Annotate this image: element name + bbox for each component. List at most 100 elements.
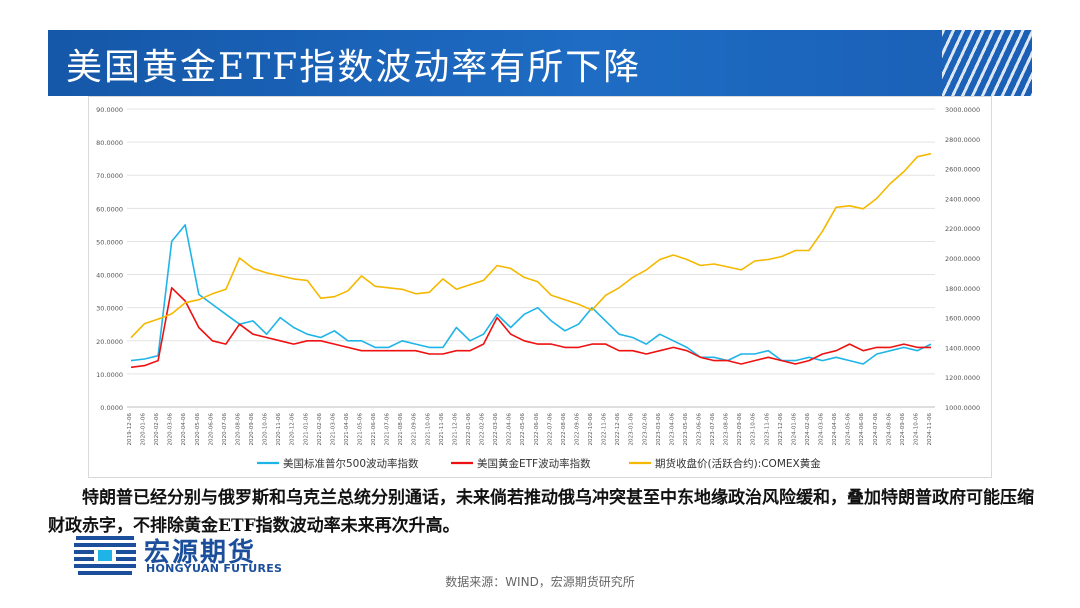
x-tick-label: 2024-01-06 [791, 413, 797, 446]
right-tick-label: 2000.0000 [945, 255, 980, 263]
x-tick-label: 2022-06-06 [534, 413, 540, 446]
x-tick-label: 2023-12-06 [778, 413, 784, 446]
x-tick-label: 2020-12-06 [290, 413, 296, 446]
x-tick-label: 2023-09-06 [737, 413, 743, 446]
comex-gold-line [130, 152, 932, 339]
x-tick-label: 2024-10-06 [913, 413, 919, 446]
page-title: 美国黄金ETF指数波动率有所下降 [66, 47, 642, 88]
right-tick-label: 1000.0000 [945, 404, 980, 412]
right-tick-label: 1600.0000 [945, 315, 980, 323]
logo-mark-icon [74, 536, 136, 575]
x-tick-label: 2020-03-06 [168, 413, 174, 446]
grid-lines [127, 108, 935, 408]
logo-text-en: HONGYUAN FUTURES [146, 562, 283, 575]
x-tick-label: 2020-01-06 [141, 413, 147, 446]
x-tick-label: 2022-10-06 [588, 413, 594, 446]
legend-label: 期货收盘价(活跃合约):COMEX黄金 [655, 457, 821, 470]
x-tick-label: 2020-05-06 [195, 413, 201, 446]
volatility-chart: 0.0000 10.0000 20.0000 30.0000 40.0000 50.000… [96, 106, 980, 470]
series-lines [130, 152, 932, 369]
x-tick-label: 2024-02-06 [805, 413, 811, 446]
x-tick-label: 2023-03-06 [656, 413, 662, 446]
left-tick-label: 20.0000 [96, 338, 123, 346]
x-tick-label: 2020-11-06 [276, 413, 282, 446]
legend-label: 美国黄金ETF波动率指数 [477, 457, 591, 470]
title-bar: 美国黄金ETF指数波动率有所下降 [48, 30, 1032, 96]
x-tick-label: 2021-05-06 [358, 413, 364, 446]
x-axis-ticks: 2019-12-06 2020-01-06 2020-02-06 2020-03-06… [127, 413, 933, 446]
chart-frame: 0.0000 10.0000 20.0000 30.0000 40.0000 50.000… [88, 96, 992, 478]
x-tick-label: 2021-06-06 [371, 413, 377, 446]
x-tick-label: 2020-02-06 [154, 413, 160, 446]
data-source: 数据来源：WIND，宏源期货研究所 [445, 575, 635, 589]
x-tick-label: 2022-01-06 [466, 413, 472, 446]
x-tick-label: 2022-12-06 [615, 413, 621, 446]
x-tick-label: 2024-11-06 [927, 413, 933, 446]
x-tick-label: 2021-08-06 [398, 413, 404, 446]
x-tick-label: 2024-08-06 [886, 413, 892, 446]
x-tick-label: 2021-01-06 [303, 413, 309, 446]
right-axis-ticks: 1000.0000 1200.0000 1400.0000 1600.0000 1800… [945, 106, 980, 412]
x-tick-label: 2022-11-06 [602, 413, 608, 446]
x-tick-label: 2023-10-06 [751, 413, 757, 446]
x-tick-label: 2022-07-06 [547, 413, 553, 446]
x-tick-label: 2024-06-06 [859, 413, 865, 446]
x-tick-label: 2021-07-06 [385, 413, 391, 446]
x-tick-label: 2021-11-06 [439, 413, 445, 446]
right-tick-label: 1200.0000 [945, 374, 980, 382]
left-tick-label: 50.0000 [96, 238, 123, 246]
right-tick-label: 3000.0000 [945, 106, 980, 114]
right-tick-label: 2200.0000 [945, 225, 980, 233]
left-tick-label: 30.0000 [96, 305, 123, 313]
vix-line [130, 224, 932, 365]
x-tick-label: 2022-08-06 [561, 413, 567, 446]
title-stripes-decoration [942, 30, 1032, 96]
x-tick-label: 2019-12-06 [127, 413, 133, 446]
x-tick-label: 2023-07-06 [710, 413, 716, 446]
x-tick-label: 2021-02-06 [317, 413, 323, 446]
chart-legend: 美国标准普尔500波动率指数 美国黄金ETF波动率指数 期货收盘价(活跃合约):CO… [257, 457, 821, 470]
right-tick-label: 2600.0000 [945, 166, 980, 174]
x-tick-label: 2022-04-06 [507, 413, 513, 446]
x-tick-label: 2021-12-06 [452, 413, 458, 446]
logo-text-cn: 宏源期货 [144, 538, 257, 568]
x-tick-label: 2023-08-06 [724, 413, 730, 446]
x-tick-label: 2022-02-06 [480, 413, 486, 446]
legend-label: 美国标准普尔500波动率指数 [283, 457, 419, 470]
x-tick-label: 2024-09-06 [900, 413, 906, 446]
left-tick-label: 40.0000 [96, 272, 123, 280]
x-tick-label: 2024-04-06 [832, 413, 838, 446]
left-tick-label: 0.0000 [100, 404, 123, 412]
right-tick-label: 2800.0000 [945, 136, 980, 144]
x-tick-label: 2020-06-06 [208, 413, 214, 446]
x-tick-label: 2023-11-06 [764, 413, 770, 446]
company-logo: 宏源期货 HONGYUAN FUTURES [74, 532, 314, 576]
x-tick-label: 2022-09-06 [574, 413, 580, 446]
right-tick-label: 2400.0000 [945, 195, 980, 203]
x-tick-label: 2024-03-06 [819, 413, 825, 446]
x-tick-label: 2022-05-06 [520, 413, 526, 446]
x-tick-label: 2020-09-06 [249, 413, 255, 446]
left-tick-label: 90.0000 [96, 106, 123, 114]
x-tick-label: 2020-07-06 [222, 413, 228, 446]
right-tick-label: 1400.0000 [945, 344, 980, 352]
gold-etf-vol-line [130, 287, 931, 369]
x-tick-label: 2023-01-06 [629, 413, 635, 446]
x-tick-label: 2021-10-06 [425, 413, 431, 446]
x-tick-label: 2020-10-06 [263, 413, 269, 446]
x-tick-label: 2023-05-06 [683, 413, 689, 446]
x-tick-label: 2023-02-06 [642, 413, 648, 446]
right-tick-label: 1800.0000 [945, 285, 980, 293]
left-tick-label: 60.0000 [96, 205, 123, 213]
x-tick-label: 2021-09-06 [412, 413, 418, 446]
x-tick-label: 2022-03-06 [493, 413, 499, 446]
x-tick-label: 2020-04-06 [181, 413, 187, 446]
x-tick-label: 2024-05-06 [846, 413, 852, 446]
x-tick-label: 2023-06-06 [696, 413, 702, 446]
x-tick-label: 2024-07-06 [873, 413, 879, 446]
commentary-text: 特朗普已经分别与俄罗斯和乌克兰总统分别通话，未来倘若推动俄乌冲突甚至中东地缘政治… [48, 488, 1034, 536]
x-tick-label: 2023-04-06 [669, 413, 675, 446]
left-tick-label: 70.0000 [96, 172, 123, 180]
x-tick-label: 2021-04-06 [344, 413, 350, 446]
x-tick-label: 2021-03-06 [330, 413, 336, 446]
